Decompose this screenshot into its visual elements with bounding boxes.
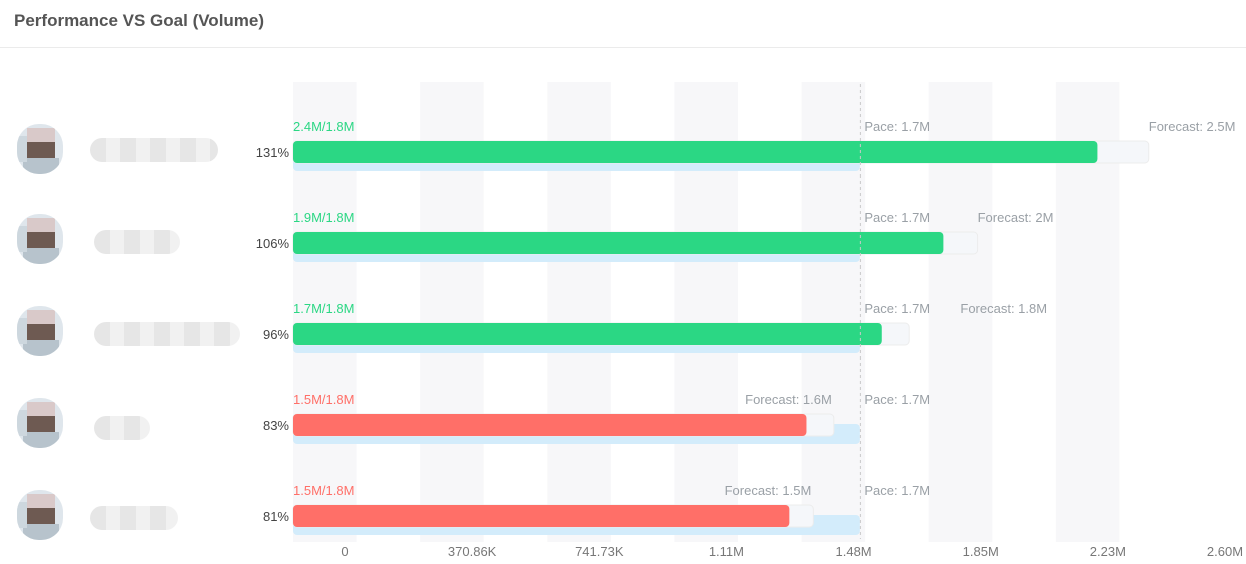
user-name-blurred [90, 506, 178, 530]
forecast-label: Forecast: 1.6M [745, 392, 832, 407]
user-name-blurred [94, 322, 240, 346]
forecast-label: Forecast: 1.5M [725, 483, 812, 498]
percent-label: 106% [256, 236, 290, 251]
pace-label: Pace: 1.7M [864, 392, 930, 407]
x-tick-label: 370.86K [448, 544, 497, 559]
x-tick-label: 2.60M [1207, 544, 1243, 559]
pace-label: Pace: 1.7M [864, 210, 930, 225]
chart-header: Performance VS Goal (Volume) [0, 0, 1246, 48]
actual-bar [293, 141, 1098, 163]
user-name-blurred [94, 416, 150, 440]
avatar [17, 398, 63, 448]
user-name-blurred [90, 138, 218, 162]
actual-bar [293, 414, 807, 436]
x-tick-label: 0 [341, 544, 348, 559]
x-tick-label: 2.23M [1090, 544, 1126, 559]
pace-label: Pace: 1.7M [864, 301, 930, 316]
x-tick-label: 1.48M [836, 544, 872, 559]
percent-label: 96% [263, 327, 289, 342]
forecast-label: Forecast: 1.8M [960, 301, 1047, 316]
user-name-blurred [94, 230, 180, 254]
forecast-label: Forecast: 2.5M [1149, 119, 1236, 134]
avatar [17, 124, 63, 174]
actual-bar [293, 323, 882, 345]
value-label: 1.5M/1.8M [293, 483, 354, 498]
page-title: Performance VS Goal (Volume) [14, 11, 265, 30]
value-label: 1.9M/1.8M [293, 210, 354, 225]
percent-label: 131% [256, 145, 290, 160]
avatar [17, 214, 63, 264]
forecast-label: Forecast: 2M [978, 210, 1054, 225]
actual-bar [293, 505, 790, 527]
x-tick-label: 1.85M [963, 544, 999, 559]
percent-label: 83% [263, 418, 289, 433]
avatar [17, 306, 63, 356]
percent-label: 81% [263, 509, 289, 524]
pace-label: Pace: 1.7M [864, 483, 930, 498]
x-tick-label: 741.73K [575, 544, 624, 559]
avatar [17, 490, 63, 540]
pace-label: Pace: 1.7M [864, 119, 930, 134]
value-label: 2.4M/1.8M [293, 119, 354, 134]
value-label: 1.5M/1.8M [293, 392, 354, 407]
x-tick-label: 1.11M [709, 544, 744, 559]
value-label: 1.7M/1.8M [293, 301, 354, 316]
actual-bar [293, 232, 944, 254]
